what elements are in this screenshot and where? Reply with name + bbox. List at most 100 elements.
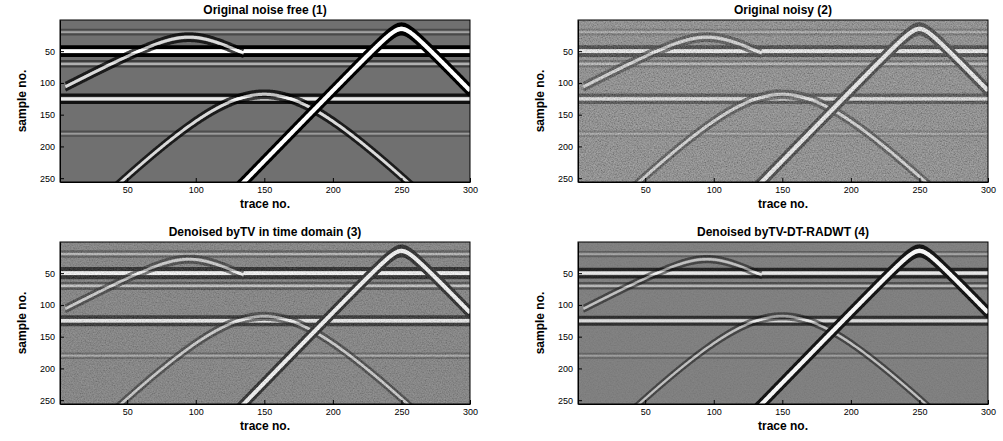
x-axis: 50100150200250300	[579, 178, 997, 195]
x-axis: 50100150200250300	[61, 400, 479, 417]
background	[60, 242, 470, 404]
tick-mark	[782, 178, 783, 182]
tick: 100	[40, 300, 64, 310]
background	[578, 242, 988, 404]
tick-label: 250	[912, 185, 927, 195]
tick-mark	[714, 400, 715, 404]
tick: 250	[394, 178, 409, 195]
tick: 100	[707, 178, 722, 195]
tick: 250	[394, 400, 409, 417]
tick-label: 300	[463, 185, 478, 195]
tick-mark	[578, 115, 582, 116]
tick-label: 50	[123, 185, 133, 195]
tick-label: 250	[394, 407, 409, 417]
tick-label: 300	[981, 407, 996, 417]
tick: 50	[45, 269, 64, 279]
tick: 200	[558, 364, 582, 374]
tick-label: 100	[189, 185, 204, 195]
tick-mark	[60, 178, 64, 179]
tick: 200	[326, 178, 341, 195]
tick-label: 100	[40, 300, 55, 310]
event-band	[60, 98, 470, 182]
panel-title: Denoised byTV-DT-RADWT (4)	[697, 225, 869, 239]
x-axis: 50100150200250300	[579, 400, 997, 417]
axis-line	[60, 243, 61, 405]
tick-label: 100	[707, 185, 722, 195]
event-band	[60, 133, 470, 135]
tick: 100	[189, 178, 204, 195]
tick-mark	[60, 273, 64, 274]
tick: 200	[40, 364, 64, 374]
tick-label: 50	[641, 185, 651, 195]
tick: 300	[981, 400, 996, 417]
tick: 200	[558, 142, 582, 152]
x-axis-title: trace no.	[758, 419, 808, 433]
axis-line	[579, 182, 989, 183]
tick: 300	[463, 178, 478, 195]
tick-mark	[470, 400, 471, 404]
frame	[60, 20, 470, 182]
tick-mark	[264, 400, 265, 404]
x-axis-title: trace no.	[240, 419, 290, 433]
tick-mark	[60, 115, 64, 116]
tick-mark	[782, 400, 783, 404]
tick-mark	[127, 178, 128, 182]
event-band	[60, 91, 470, 182]
tick: 150	[558, 110, 582, 120]
tick: 150	[40, 332, 64, 342]
axis-line	[579, 404, 989, 405]
tick: 100	[558, 78, 582, 88]
tick: 100	[40, 78, 64, 88]
frame	[578, 242, 988, 404]
event-band	[60, 49, 470, 53]
tick-label: 200	[558, 364, 573, 374]
tick-mark	[919, 178, 920, 182]
tick-label: 300	[981, 185, 996, 195]
tick-mark	[401, 400, 402, 404]
tick-label: 200	[326, 185, 341, 195]
y-axis-title: sample no.	[533, 292, 547, 355]
axis-line	[61, 182, 471, 183]
y-axis-title: sample no.	[15, 292, 29, 355]
tick-mark	[401, 178, 402, 182]
tick-label: 200	[40, 142, 55, 152]
tick: 100	[558, 300, 582, 310]
tick-mark	[988, 178, 989, 182]
tick-label: 200	[558, 142, 573, 152]
tick-label: 150	[775, 185, 790, 195]
y-axis: 50100150200250	[558, 243, 582, 406]
tick: 50	[563, 47, 582, 57]
tick-label: 150	[558, 110, 573, 120]
tick: 100	[189, 400, 204, 417]
tick-mark	[470, 178, 471, 182]
tick-mark	[645, 400, 646, 404]
tick-label: 250	[558, 174, 573, 184]
tick-mark	[196, 400, 197, 404]
axis-line	[61, 404, 471, 405]
y-axis: 50100150200250	[40, 243, 64, 406]
tick-mark	[578, 146, 582, 147]
x-axis-title: trace no.	[240, 197, 290, 211]
tick-mark	[60, 400, 64, 401]
plot-area	[578, 242, 988, 404]
tick-mark	[645, 178, 646, 182]
tick: 50	[45, 47, 64, 57]
panel: 5010015020025030050100150200250Denoised …	[15, 225, 478, 441]
frame	[60, 242, 470, 404]
tick-label: 150	[775, 407, 790, 417]
tick: 250	[558, 396, 582, 406]
tick-label: 250	[912, 407, 927, 417]
y-axis: 50100150200250	[40, 21, 64, 184]
plot-area	[578, 20, 988, 182]
tick: 150	[775, 400, 790, 417]
tick: 250	[558, 174, 582, 184]
noise	[578, 242, 988, 404]
tick: 300	[463, 400, 478, 417]
tick-mark	[578, 337, 582, 338]
y-axis: 50 100 150 200 250	[558, 21, 582, 184]
tick: 150	[40, 110, 64, 120]
tick-mark	[578, 305, 582, 306]
x-axis-title: trace no.	[758, 197, 808, 211]
figure: 5010015020025030050100150200250Original …	[0, 0, 1003, 441]
tick-label: 50	[563, 47, 573, 57]
